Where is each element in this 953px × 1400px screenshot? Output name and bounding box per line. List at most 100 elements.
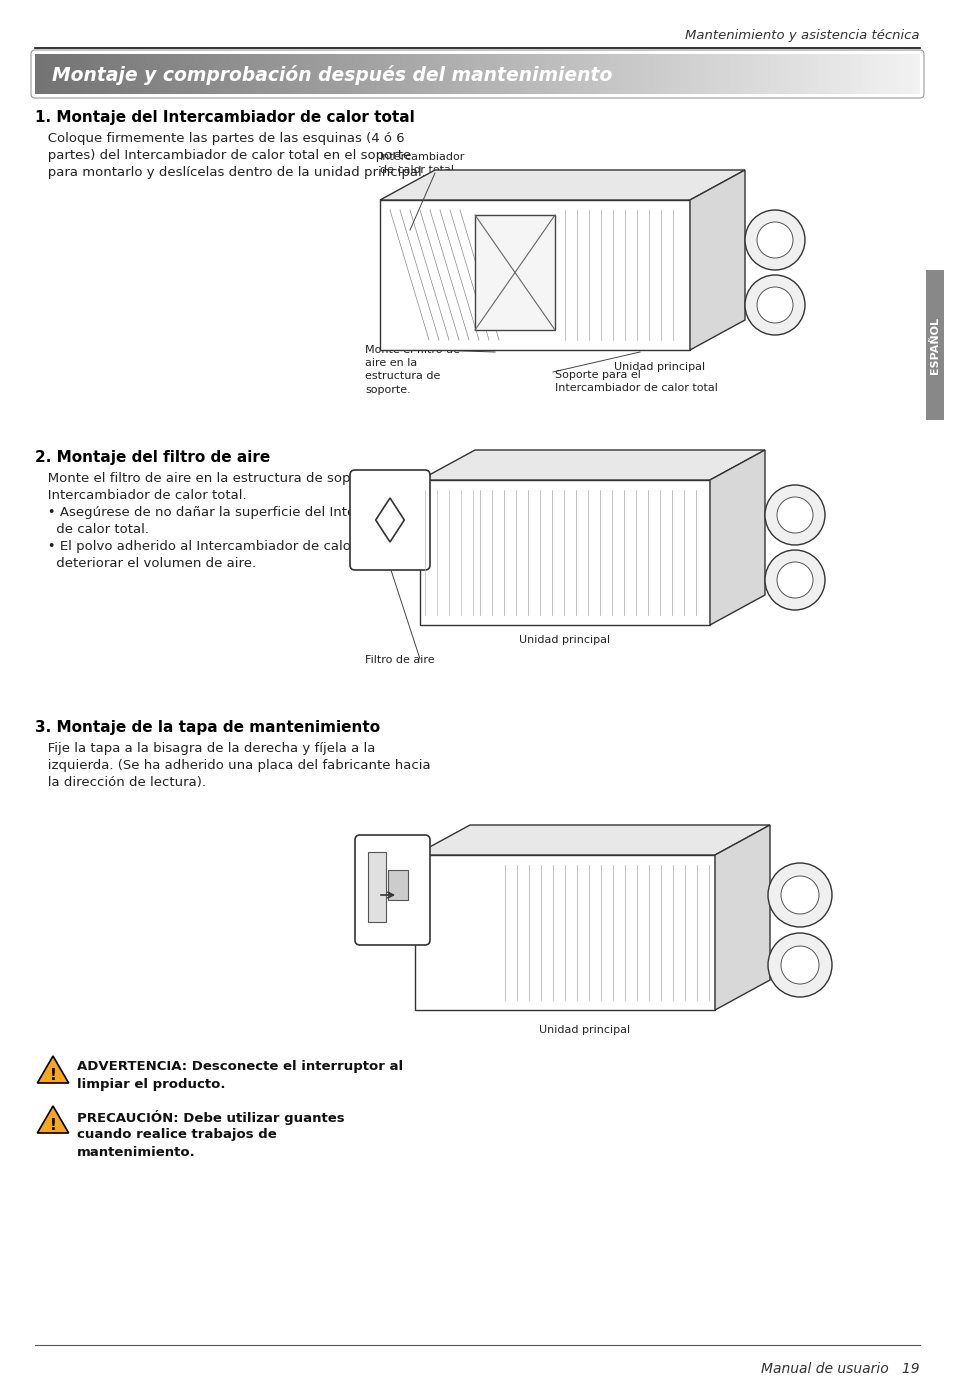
Text: para montarlo y deslícelas dentro de la unidad principal.: para montarlo y deslícelas dentro de la …	[35, 167, 425, 179]
Text: Manual de usuario   19: Manual de usuario 19	[760, 1362, 919, 1376]
Bar	[88, 55, 93, 94]
Bar	[278, 55, 283, 94]
Bar	[477, 55, 482, 94]
Bar	[212, 55, 216, 94]
Bar	[680, 55, 685, 94]
Bar	[344, 55, 350, 94]
Bar	[672, 55, 677, 94]
Bar	[146, 55, 151, 94]
Bar	[866, 55, 871, 94]
Text: • El polvo adherido al Intercambiador de calor total puede: • El polvo adherido al Intercambiador de…	[35, 540, 436, 553]
Polygon shape	[37, 1056, 69, 1084]
Bar	[379, 55, 385, 94]
Polygon shape	[415, 825, 769, 855]
Bar	[538, 55, 544, 94]
Bar	[79, 55, 84, 94]
Bar	[397, 55, 402, 94]
Bar	[260, 55, 265, 94]
Text: Unidad principal: Unidad principal	[614, 363, 705, 372]
Bar	[411, 55, 416, 94]
Bar	[720, 55, 725, 94]
Bar	[322, 55, 327, 94]
Bar	[57, 55, 62, 94]
Text: • Asegúrese de no dañar la superficie del Intercambiador: • Asegúrese de no dañar la superficie de…	[35, 505, 431, 519]
Bar	[375, 55, 380, 94]
Circle shape	[767, 862, 831, 927]
Polygon shape	[375, 498, 404, 542]
Bar	[238, 55, 243, 94]
Bar	[486, 55, 491, 94]
Bar	[331, 55, 336, 94]
Bar	[270, 55, 274, 94]
Bar	[835, 55, 840, 94]
Bar	[857, 55, 862, 94]
Text: ESPAÑOL: ESPAÑOL	[929, 316, 939, 374]
Bar	[247, 55, 252, 94]
Text: Fije la tapa a la bisagra de la derecha y fíjela a la: Fije la tapa a la bisagra de la derecha …	[35, 742, 375, 755]
Bar	[159, 55, 164, 94]
Bar	[570, 55, 575, 94]
Bar	[552, 55, 558, 94]
Bar	[74, 55, 80, 94]
Bar	[132, 55, 137, 94]
Bar	[168, 55, 172, 94]
Bar	[614, 55, 618, 94]
Bar	[318, 55, 323, 94]
Bar	[114, 55, 119, 94]
FancyBboxPatch shape	[350, 470, 430, 570]
Bar	[141, 55, 146, 94]
Circle shape	[776, 561, 812, 598]
Circle shape	[757, 223, 792, 258]
Bar	[925, 270, 943, 420]
Text: Bisagra: Bisagra	[430, 869, 472, 881]
Bar	[592, 55, 597, 94]
Bar	[362, 55, 367, 94]
Bar	[649, 55, 655, 94]
Bar	[101, 55, 106, 94]
Bar	[490, 55, 496, 94]
Bar	[786, 55, 791, 94]
Bar	[742, 55, 747, 94]
Bar	[880, 55, 884, 94]
Bar	[848, 55, 853, 94]
Bar	[459, 55, 464, 94]
Bar	[605, 55, 610, 94]
Bar	[154, 55, 159, 94]
Bar	[587, 55, 593, 94]
Bar	[368, 853, 386, 923]
Bar	[437, 55, 442, 94]
Text: Monte el filtro de aire en la estructura de soporte del: Monte el filtro de aire en la estructura…	[35, 472, 402, 484]
Bar	[632, 55, 637, 94]
Bar	[698, 55, 703, 94]
Bar	[354, 55, 358, 94]
Bar	[340, 55, 345, 94]
Bar	[662, 55, 667, 94]
Text: izquierda. (Se ha adherido una placa del fabricante hacia: izquierda. (Se ha adherido una placa del…	[35, 759, 430, 771]
Bar	[543, 55, 548, 94]
Polygon shape	[714, 825, 769, 1009]
Bar	[44, 55, 49, 94]
Text: partes) del Intercambiador de calor total en el soporte: partes) del Intercambiador de calor tota…	[35, 148, 411, 162]
Bar	[389, 55, 394, 94]
Bar	[795, 55, 801, 94]
Bar	[557, 55, 561, 94]
Bar	[384, 55, 389, 94]
Bar	[388, 869, 408, 900]
Bar	[711, 55, 717, 94]
Bar	[287, 55, 292, 94]
Bar	[702, 55, 707, 94]
Bar	[548, 55, 553, 94]
Bar	[300, 55, 305, 94]
Text: mantenimiento.: mantenimiento.	[77, 1147, 195, 1159]
Bar	[433, 55, 437, 94]
Bar	[756, 55, 760, 94]
Bar	[499, 55, 504, 94]
Bar	[821, 55, 826, 94]
Bar	[295, 55, 301, 94]
Bar	[778, 55, 782, 94]
Text: Coloque firmemente las partes de las esquinas (4 ó 6: Coloque firmemente las partes de las esq…	[35, 132, 404, 146]
Bar	[481, 55, 486, 94]
Bar	[618, 55, 623, 94]
Bar	[716, 55, 720, 94]
Bar	[676, 55, 680, 94]
